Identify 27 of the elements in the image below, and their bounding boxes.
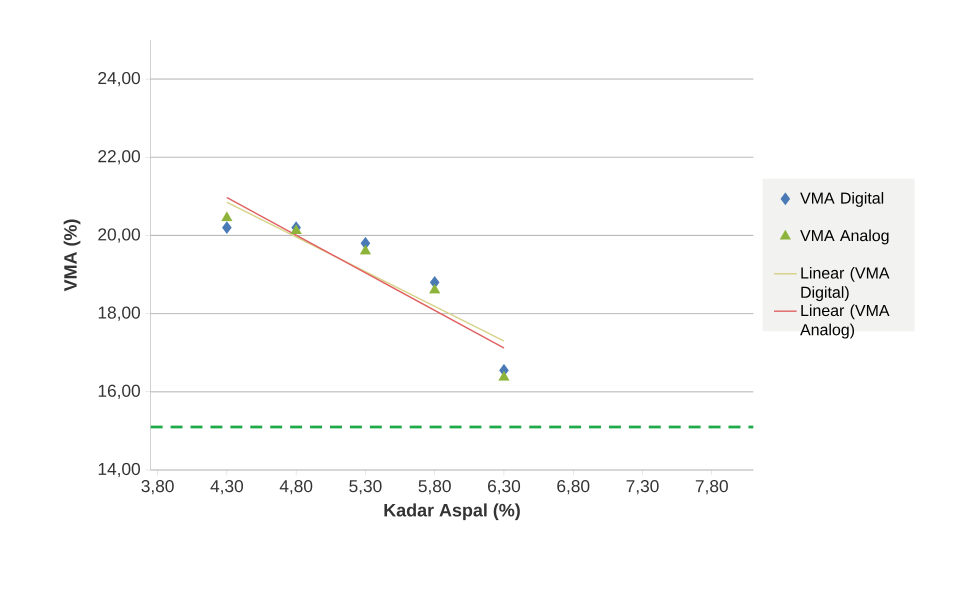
legend-label: Linear (VMA Analog) <box>800 304 890 339</box>
x-axis-title: Kadar Aspal (%) <box>384 503 520 520</box>
point <box>429 284 440 294</box>
y-tick-label: 18,00 <box>98 306 140 321</box>
x-tick-label: 5,80 <box>418 480 451 494</box>
x-tick-label: 6,80 <box>557 480 590 494</box>
y-tick-label: 22,00 <box>98 150 140 164</box>
legend-label: Linear (VMA Digital) <box>801 266 890 302</box>
x-tick-label: 4,80 <box>280 480 312 494</box>
y-tick-label: 24,00 <box>98 72 140 86</box>
y-tick-label: 14,00 <box>98 462 140 478</box>
legend-label: VMA Digital <box>800 192 884 207</box>
x-tick-label: 3,80 <box>141 480 174 494</box>
y-tick-label: 20,00 <box>98 228 140 243</box>
x-tick-label: 7,30 <box>626 480 659 494</box>
point <box>221 212 232 222</box>
point <box>290 224 302 234</box>
x-tick-label: 6,30 <box>488 480 520 494</box>
x-tick-label: 4,30 <box>210 480 243 494</box>
x-tick-label: 7,80 <box>696 480 728 494</box>
point <box>498 371 510 381</box>
legend-label: VMA Analog <box>800 230 889 244</box>
point <box>222 221 232 234</box>
x-tick-label: 5,30 <box>349 480 382 494</box>
y-tick-label: 16,00 <box>98 384 140 399</box>
point <box>360 244 371 254</box>
y-axis-title: VMA (%) <box>64 220 80 292</box>
